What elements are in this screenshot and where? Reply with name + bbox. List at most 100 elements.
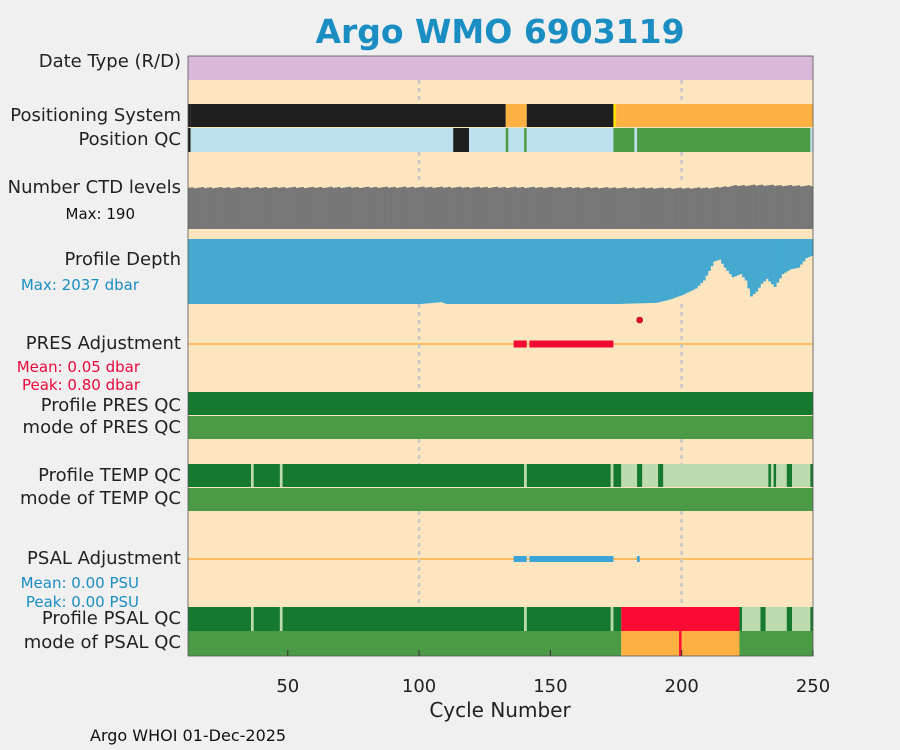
depth-bar: [642, 239, 646, 304]
ctd-bar: [505, 188, 509, 229]
depth-bar: [639, 239, 643, 304]
qc-segment: [282, 607, 525, 631]
depth-bar: [295, 239, 299, 304]
ctd-bar: [256, 186, 260, 229]
ctd-bar: [516, 187, 520, 229]
ctd-bar: [224, 187, 228, 229]
depth-bar: [749, 239, 753, 297]
depth-bar: [487, 239, 491, 304]
depth-bar: [739, 239, 743, 275]
depth-bar: [324, 239, 328, 304]
ctd-bar: [763, 185, 767, 229]
ctd-bar: [797, 185, 801, 229]
ctd-bar: [526, 187, 530, 229]
depth-bar: [760, 239, 764, 284]
ctd-bar: [618, 188, 622, 229]
depth-bar: [251, 239, 254, 304]
depth-bar: [618, 239, 622, 304]
depth-bar: [747, 239, 751, 289]
ctd-bar: [524, 188, 528, 229]
ctd-bar: [329, 186, 333, 229]
ctd-bar: [529, 187, 533, 229]
qc-segment: [791, 607, 811, 631]
qc-rows: [188, 56, 813, 656]
qc-segment: [663, 464, 769, 487]
depth-bar: [770, 239, 774, 285]
depth-bar: [411, 239, 415, 304]
depth-bar: [584, 239, 588, 304]
depth-bar: [266, 239, 270, 304]
depth-bar: [526, 239, 530, 304]
ctd-bar: [353, 187, 357, 229]
depth-bar: [440, 239, 444, 303]
qc-segment: [251, 607, 254, 631]
depth-bar: [371, 239, 375, 304]
depth-bar: [532, 239, 535, 304]
ctd-bar: [350, 187, 354, 229]
depth-bar: [521, 239, 525, 304]
qc-segment: [770, 464, 774, 487]
psal-peak-label: Peak: 0.00 PSU: [25, 593, 139, 611]
depth-bar: [358, 239, 362, 304]
ctd-bar: [778, 185, 782, 229]
depth-bar: [363, 239, 367, 304]
depth-bar: [595, 239, 598, 304]
depth-bar: [555, 239, 559, 304]
ctd-bar: [295, 187, 299, 229]
ctd-bar: [587, 187, 591, 229]
ctd-bar: [324, 187, 328, 229]
ctd-bar: [595, 187, 598, 229]
depth-bar: [253, 239, 257, 304]
qc-segment: [188, 631, 622, 656]
ctd-bar: [592, 187, 596, 229]
depth-bar: [285, 239, 289, 304]
depth-bar: [211, 239, 215, 304]
depth-bar: [195, 239, 199, 304]
ctd-bar: [227, 187, 231, 229]
depth-bar: [432, 239, 436, 303]
depth-bar: [293, 239, 296, 304]
qc-segment: [508, 128, 525, 152]
depth-bar: [807, 239, 811, 258]
ctd-bar: [755, 185, 759, 229]
ctd-bar: [332, 187, 336, 229]
ctd-bar: [476, 186, 480, 229]
ctd-bar: [791, 186, 795, 229]
ctd-bar: [445, 187, 449, 229]
depth-bar: [342, 239, 346, 304]
depth-bar: [686, 239, 690, 293]
depth-bar: [742, 239, 746, 278]
depth-bar: [290, 239, 294, 304]
ctd-bar: [673, 188, 677, 229]
depth-bar: [308, 239, 312, 304]
ctd-bar: [453, 187, 457, 229]
depth-bar: [303, 239, 307, 304]
depth-bar: [395, 239, 399, 304]
qc-segment: [251, 464, 254, 487]
profile-depth-bars: [188, 239, 814, 304]
ctd-bar: [426, 187, 430, 229]
ctd-bar: [789, 185, 793, 229]
qc-segment: [526, 128, 614, 152]
ctd-bar: [605, 187, 609, 229]
psal-mean-label: Mean: 0.00 PSU: [20, 574, 139, 592]
depth-bar: [511, 239, 514, 304]
ctd-bar: [631, 187, 635, 229]
depth-bar: [692, 239, 696, 290]
ctd-bar: [290, 187, 294, 229]
depth-bar: [458, 239, 462, 304]
ctd-bar: [429, 186, 433, 229]
depth-bar: [329, 239, 333, 304]
ctd-bar: [658, 187, 661, 229]
ctd-bar: [710, 187, 714, 229]
ctd-bar: [700, 188, 704, 229]
depth-bar: [466, 239, 470, 304]
depth-bar: [553, 239, 556, 304]
row-label-psal-adjustment: PSAL Adjustment: [26, 548, 181, 569]
ctd-bar: [258, 187, 262, 229]
depth-bar: [366, 239, 370, 304]
ctd-bar: [721, 186, 725, 229]
depth-bar: [597, 239, 601, 304]
ctd-bar: [513, 186, 517, 229]
ctd-bar: [621, 187, 625, 229]
